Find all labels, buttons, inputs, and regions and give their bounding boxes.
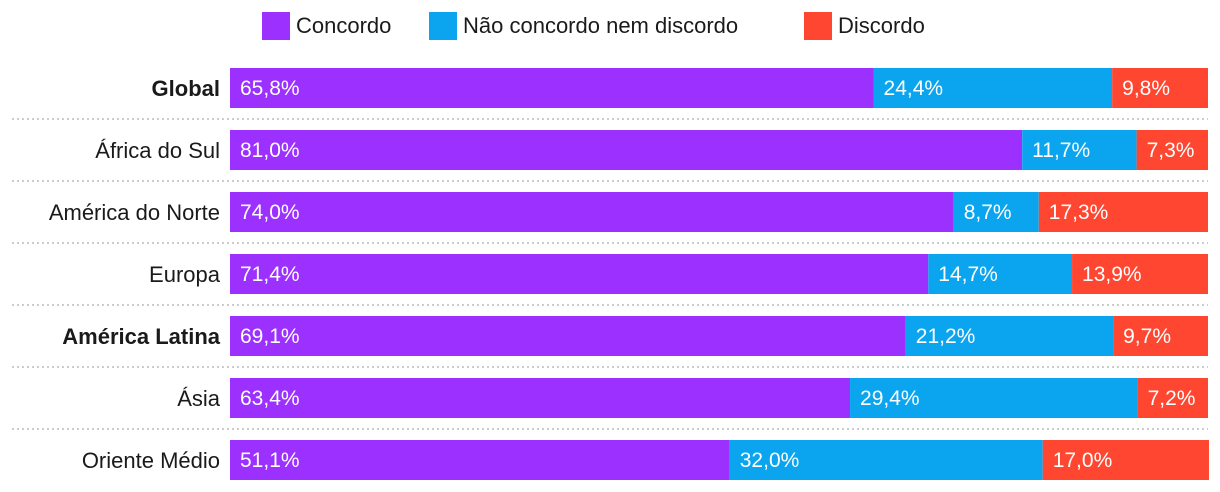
value-label-africa-do-sul-concordo: 81,0% <box>240 139 300 162</box>
bar-europa-discordo <box>1072 254 1208 294</box>
value-label-africa-do-sul-nao-concordo-nem-discordo: 11,7% <box>1032 139 1090 162</box>
value-label-oriente-medio-concordo: 51,1% <box>240 449 300 472</box>
legend-swatch-neutro <box>429 12 457 40</box>
row-label-global: Global <box>152 76 220 101</box>
bar-global-nao-concordo-nem-discordo <box>873 68 1113 108</box>
bar-global-discordo <box>1112 68 1208 108</box>
value-label-global-nao-concordo-nem-discordo: 24,4% <box>884 77 944 100</box>
value-label-africa-do-sul-discordo: 7,3% <box>1147 139 1195 162</box>
legend-swatch-discordo <box>804 12 832 40</box>
value-label-asia-discordo: 7,2% <box>1148 387 1196 410</box>
bar-africa-do-sul-nao-concordo-nem-discordo <box>1022 130 1137 170</box>
bar-america-do-norte-discordo <box>1038 192 1208 232</box>
legend-label-concordo: Concordo <box>296 13 392 38</box>
bar-asia-nao-concordo-nem-discordo <box>850 378 1138 418</box>
legend-swatch-concordo <box>262 12 290 40</box>
bar-america-do-norte-concordo <box>230 192 954 232</box>
bar-asia-concordo <box>230 378 851 418</box>
bar-asia-discordo <box>1137 378 1208 418</box>
bar-america-latina-discordo <box>1113 316 1208 356</box>
value-label-america-do-norte-concordo: 74,0% <box>240 201 300 224</box>
value-label-america-latina-discordo: 9,7% <box>1123 325 1171 348</box>
bar-america-latina-concordo <box>230 316 906 356</box>
value-label-europa-concordo: 71,4% <box>240 263 300 286</box>
value-label-america-do-norte-discordo: 17,3% <box>1049 201 1109 224</box>
bar-oriente-medio-nao-concordo-nem-discordo <box>729 440 1043 480</box>
value-label-america-latina-nao-concordo-nem-discordo: 21,2% <box>916 325 976 348</box>
row-label-america-latina: América Latina <box>62 324 220 349</box>
bar-europa-concordo <box>230 254 929 294</box>
row-label-africa-do-sul: África do Sul <box>95 138 220 163</box>
value-label-europa-discordo: 13,9% <box>1082 263 1142 286</box>
bar-europa-nao-concordo-nem-discordo <box>928 254 1073 294</box>
value-label-asia-nao-concordo-nem-discordo: 29,4% <box>860 387 920 410</box>
legend-item-neutro: Não concordo nem discordo <box>429 10 738 42</box>
value-label-global-concordo: 65,8% <box>240 77 300 100</box>
legend-label-discordo: Discordo <box>838 13 925 38</box>
bar-global-concordo <box>230 68 874 108</box>
bar-oriente-medio-concordo <box>230 440 730 480</box>
bar-america-latina-nao-concordo-nem-discordo <box>905 316 1114 356</box>
value-label-global-discordo: 9,8% <box>1122 77 1170 100</box>
value-label-america-do-norte-nao-concordo-nem-discordo: 8,7% <box>964 201 1012 224</box>
row-label-america-do-norte: América do Norte <box>49 200 220 225</box>
row-label-asia: Ásia <box>177 386 221 411</box>
value-label-asia-concordo: 63,4% <box>240 387 300 410</box>
row-label-europa: Europa <box>149 262 221 287</box>
bar-africa-do-sul-concordo <box>230 130 1023 170</box>
value-label-america-latina-concordo: 69,1% <box>240 325 300 348</box>
value-label-oriente-medio-nao-concordo-nem-discordo: 32,0% <box>740 449 800 472</box>
legend: Concordo Não concordo nem discordo Disco… <box>0 10 1220 42</box>
legend-item-concordo: Concordo <box>262 10 391 42</box>
value-label-oriente-medio-discordo: 17,0% <box>1053 449 1113 472</box>
value-label-europa-nao-concordo-nem-discordo: 14,7% <box>938 263 998 286</box>
bar-africa-do-sul-discordo <box>1136 130 1208 170</box>
bar-america-do-norte-nao-concordo-nem-discordo <box>953 192 1039 232</box>
legend-item-discordo: Discordo <box>804 10 925 42</box>
row-label-oriente-medio: Oriente Médio <box>82 448 220 473</box>
bar-oriente-medio-discordo <box>1042 440 1209 480</box>
legend-label-neutro: Não concordo nem discordo <box>463 13 739 38</box>
